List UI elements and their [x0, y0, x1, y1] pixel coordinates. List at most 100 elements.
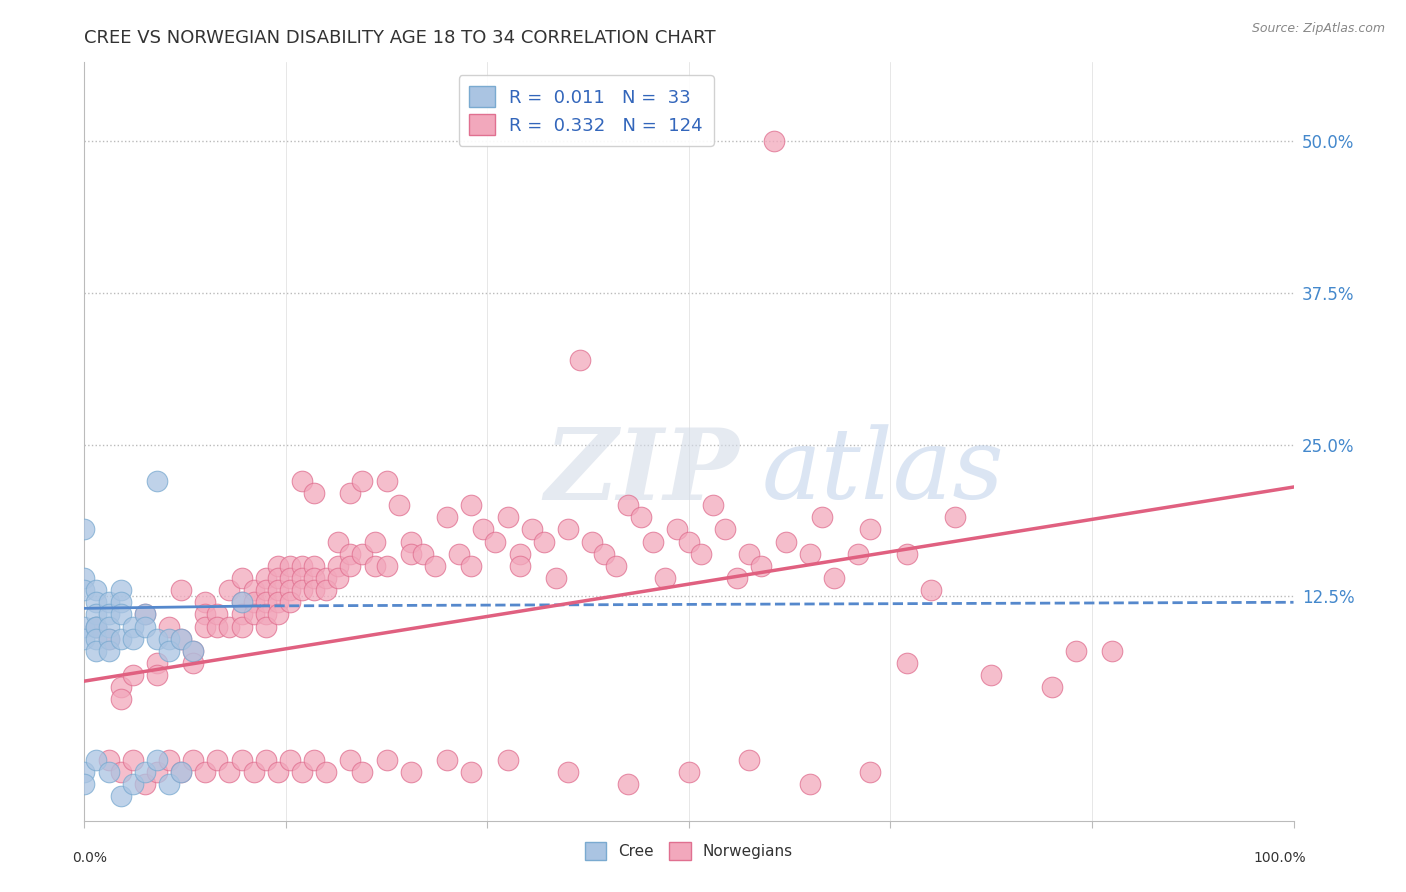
Point [496, 753, 519, 767]
Point [484, 534, 506, 549]
Point [593, 547, 616, 561]
Point [399, 765, 422, 780]
Point [86, 619, 108, 633]
Text: Source: ZipAtlas.com: Source: ZipAtlas.com [1251, 22, 1385, 36]
Point [86, 619, 108, 633]
Point [73, 571, 96, 585]
Point [302, 571, 325, 585]
Point [339, 547, 361, 561]
Point [352, 765, 374, 780]
Point [436, 753, 458, 767]
Point [920, 583, 942, 598]
Point [218, 765, 240, 780]
Point [315, 571, 337, 585]
Point [121, 668, 143, 682]
Point [121, 632, 143, 646]
Point [363, 534, 385, 549]
Point [194, 619, 217, 633]
Point [97, 753, 120, 767]
Point [86, 607, 108, 622]
Point [73, 523, 96, 537]
Point [896, 656, 918, 670]
Point [375, 753, 398, 767]
Point [231, 571, 253, 585]
Point [1064, 644, 1087, 658]
Point [194, 607, 217, 622]
Point [569, 352, 592, 367]
Point [799, 777, 821, 791]
Point [157, 619, 180, 633]
Point [460, 765, 482, 780]
Point [641, 534, 664, 549]
Point [291, 558, 314, 573]
Point [762, 134, 785, 148]
Legend: Cree, Norwegians: Cree, Norwegians [579, 836, 799, 866]
Point [533, 534, 555, 549]
Point [617, 498, 640, 512]
Text: CREE VS NORWEGIAN DISABILITY AGE 18 TO 34 CORRELATION CHART: CREE VS NORWEGIAN DISABILITY AGE 18 TO 3… [84, 29, 716, 47]
Point [110, 595, 132, 609]
Point [97, 765, 120, 780]
Point [690, 547, 713, 561]
Point [328, 558, 350, 573]
Point [207, 619, 229, 633]
Point [242, 595, 264, 609]
Point [302, 753, 325, 767]
Point [896, 547, 918, 561]
Point [181, 753, 204, 767]
Point [291, 474, 314, 488]
Point [654, 571, 676, 585]
Point [121, 619, 143, 633]
Point [1040, 680, 1063, 694]
Point [157, 753, 180, 767]
Point [110, 789, 132, 804]
Point [544, 571, 567, 585]
Point [278, 558, 301, 573]
Point [509, 558, 531, 573]
Point [302, 486, 325, 500]
Point [110, 607, 132, 622]
Point [412, 547, 434, 561]
Point [73, 632, 96, 646]
Point [859, 523, 882, 537]
Point [181, 644, 204, 658]
Point [278, 595, 301, 609]
Point [714, 523, 737, 537]
Point [375, 558, 398, 573]
Point [278, 571, 301, 585]
Point [630, 510, 652, 524]
Point [436, 510, 458, 524]
Point [291, 765, 314, 780]
Point [267, 607, 290, 622]
Point [73, 765, 96, 780]
Point [352, 474, 374, 488]
Point [97, 644, 120, 658]
Point [231, 607, 253, 622]
Point [110, 692, 132, 706]
Point [97, 619, 120, 633]
Point [86, 632, 108, 646]
Point [472, 523, 495, 537]
Point [775, 534, 797, 549]
Point [460, 498, 482, 512]
Point [121, 753, 143, 767]
Text: atlas: atlas [762, 425, 1004, 519]
Point [557, 765, 579, 780]
Point [678, 534, 700, 549]
Point [278, 753, 301, 767]
Point [146, 765, 169, 780]
Point [267, 595, 290, 609]
Point [86, 644, 108, 658]
Point [146, 474, 169, 488]
Point [617, 777, 640, 791]
Point [315, 765, 337, 780]
Point [738, 547, 761, 561]
Point [97, 632, 120, 646]
Point [170, 632, 193, 646]
Point [302, 583, 325, 598]
Point [242, 765, 264, 780]
Point [751, 558, 773, 573]
Point [97, 595, 120, 609]
Point [460, 558, 482, 573]
Point [97, 607, 120, 622]
